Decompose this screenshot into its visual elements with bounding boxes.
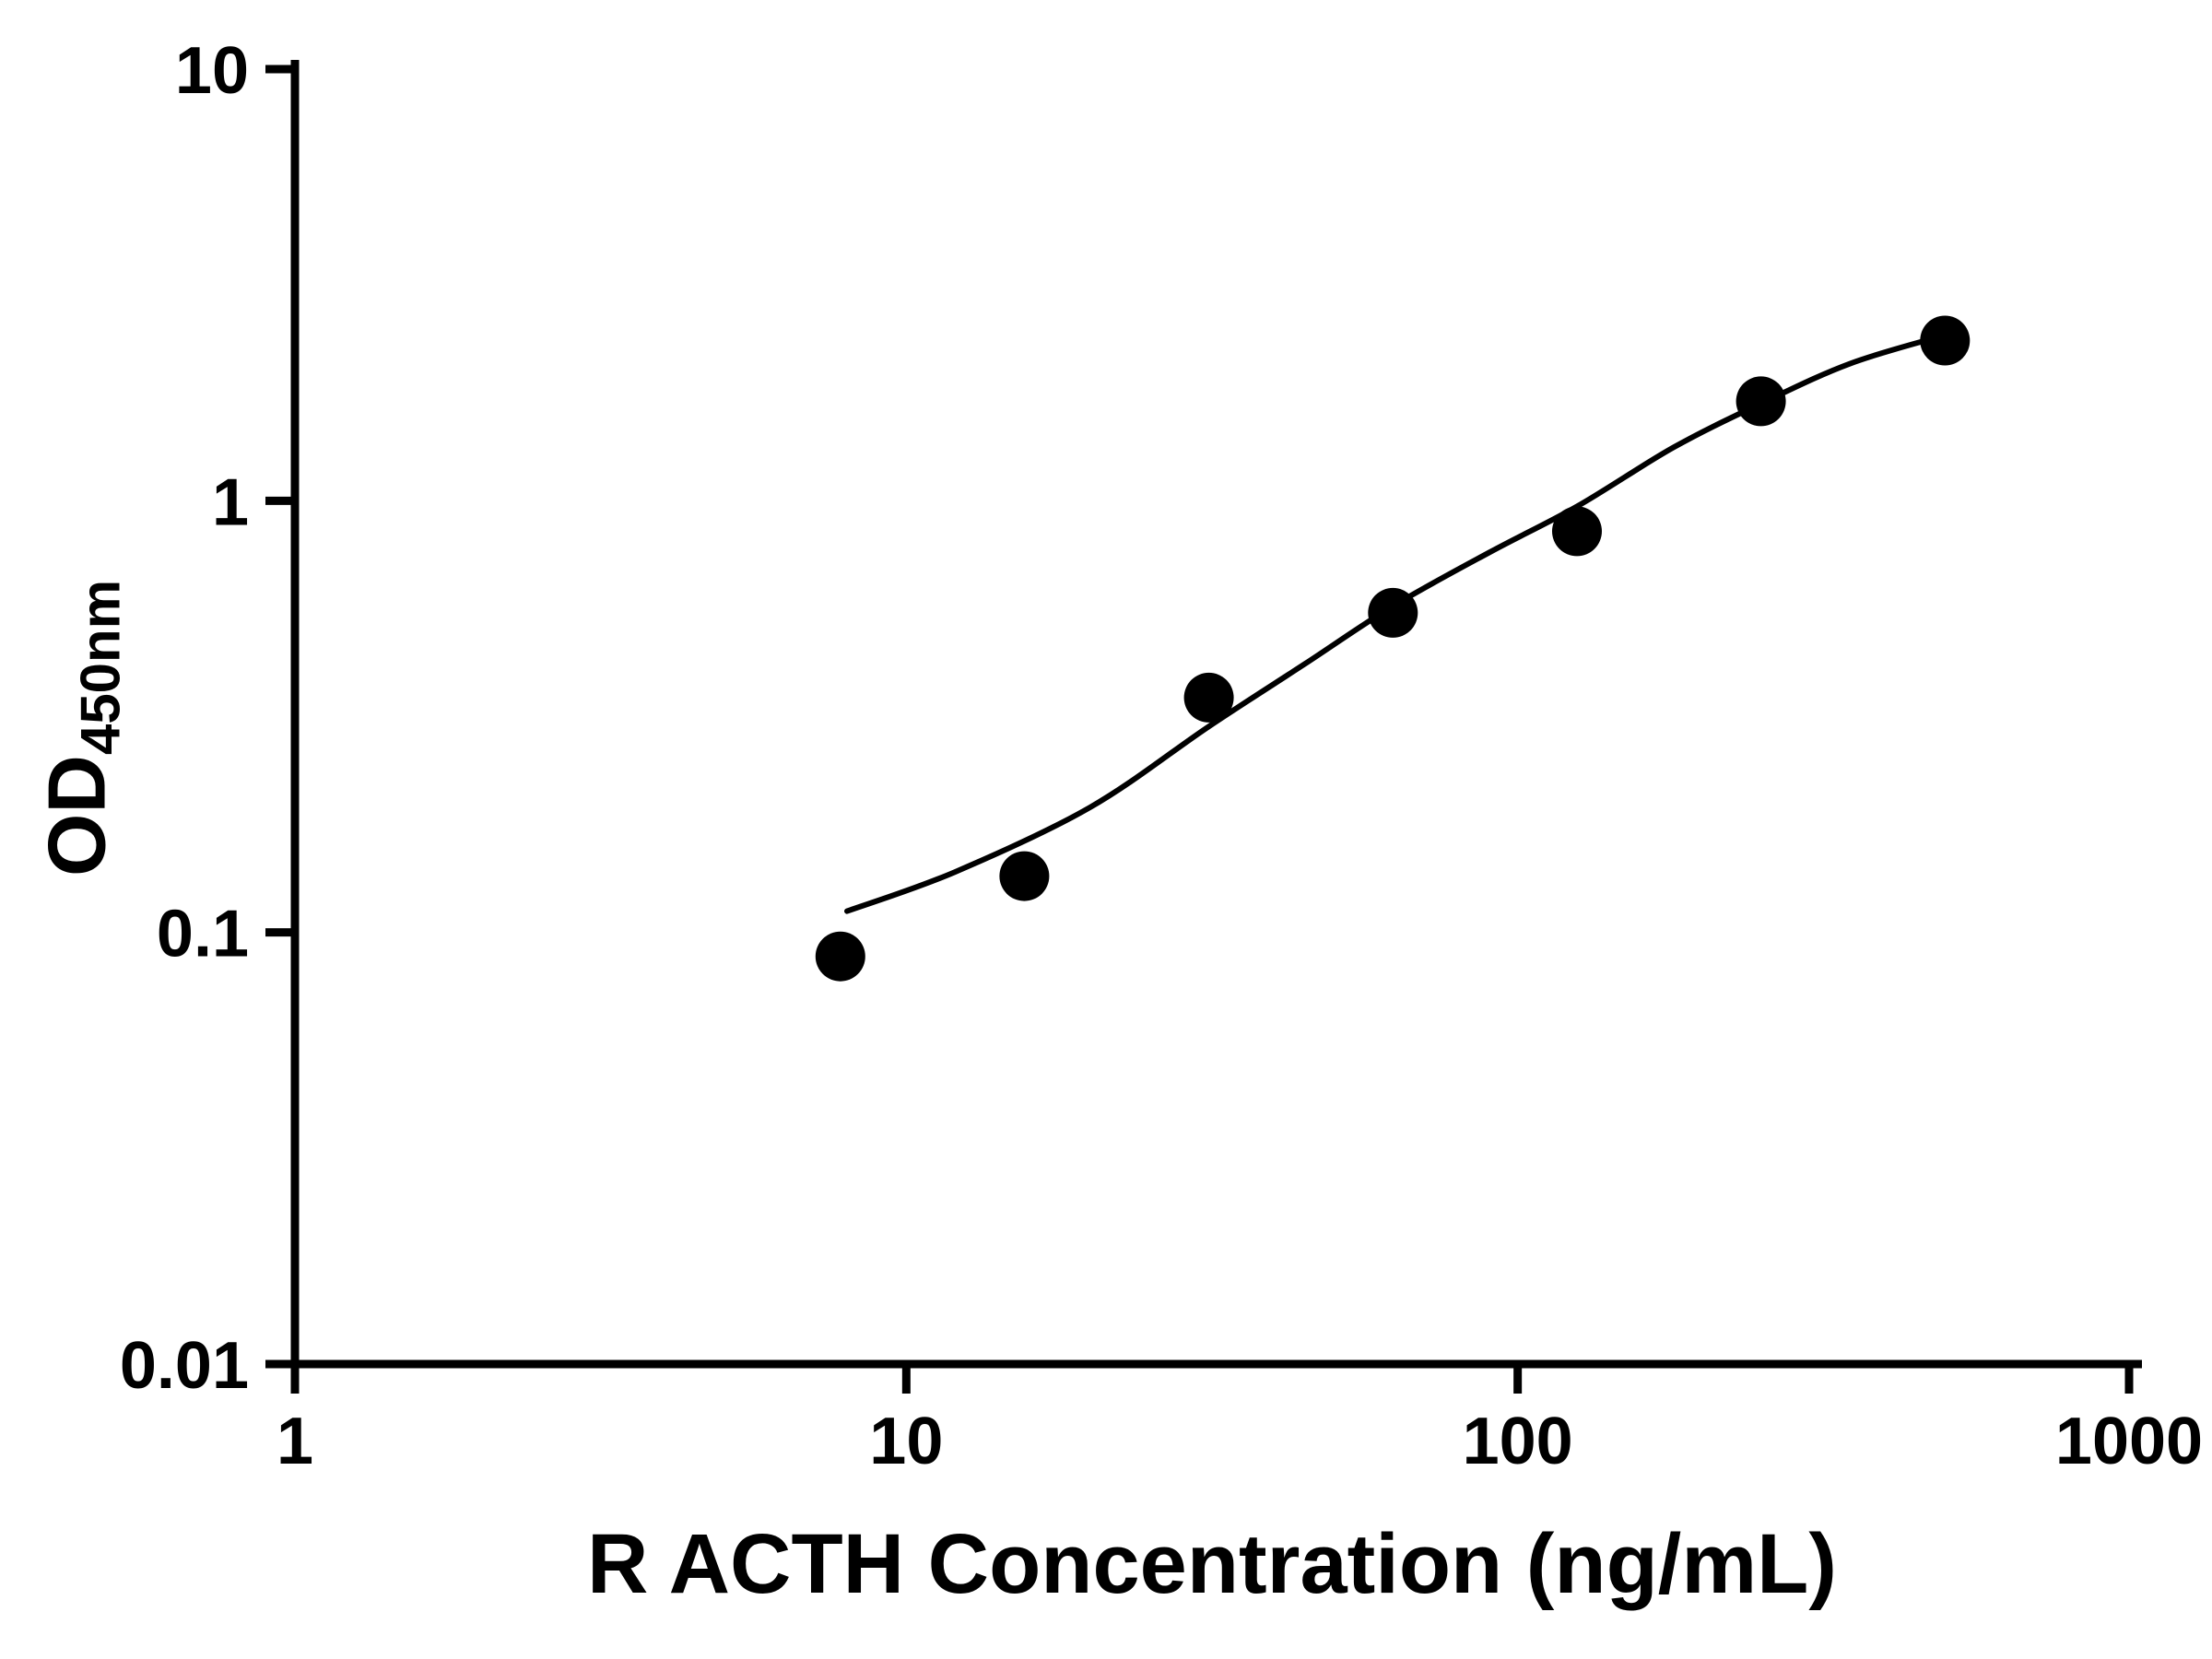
x-tick-label: 1	[276, 1405, 313, 1478]
data-point	[1552, 506, 1602, 557]
data-point	[1183, 672, 1234, 723]
data-point	[1368, 587, 1418, 638]
y-axis-label-main: OD	[30, 755, 123, 877]
data-point	[1735, 376, 1786, 427]
x-tick-label: 1000	[2055, 1405, 2203, 1478]
y-tick-label: 1	[212, 465, 249, 539]
data-point	[1920, 315, 1971, 366]
data-point	[999, 851, 1050, 901]
data-point	[815, 931, 865, 982]
x-tick-label: 10	[869, 1405, 943, 1478]
y-axis-title: OD450nm	[30, 580, 133, 877]
x-tick-label: 100	[1463, 1405, 1573, 1478]
y-tick-label: 0.1	[157, 898, 249, 971]
y-axis-label-subscript: 450nm	[69, 579, 132, 756]
x-axis-title: R ACTH Concentration (ng/mL)	[586, 1517, 1838, 1611]
y-tick-label: 0.01	[120, 1329, 249, 1403]
y-tick-label: 10	[175, 34, 249, 108]
